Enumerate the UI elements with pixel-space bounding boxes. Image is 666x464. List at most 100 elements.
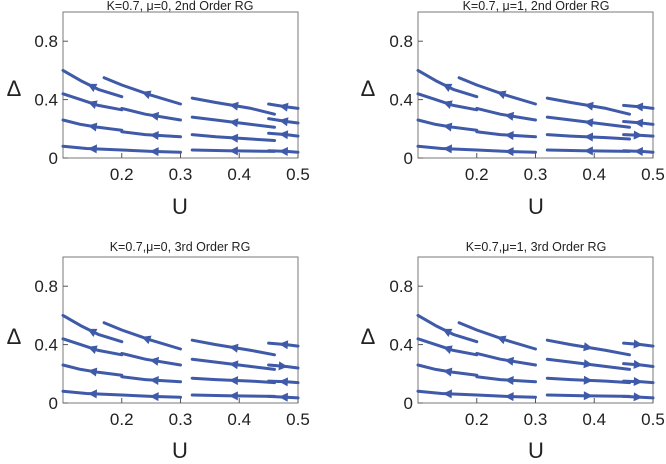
panel-3-flow-arrow [87, 328, 98, 337]
panel-3-flow-arrow [228, 343, 239, 353]
panel-4-flow-line [475, 351, 537, 367]
panel-1-ytick-label: 0.4 [34, 91, 58, 110]
panel-4-xtick-label: 0.3 [524, 410, 548, 429]
panel-1-flow-arrow [228, 133, 239, 143]
panel-3-xtick-label: 0.4 [227, 410, 251, 429]
panel-4-flow-arrow [583, 375, 593, 385]
panel-3-flow-arrow [149, 356, 160, 366]
panel-1: K=0.7, μ=0, 2nd Order RG Δ U 0.2 0.3 0.4 0.… [7, 0, 310, 219]
panel-3-xtick-label: 0.2 [110, 410, 134, 429]
panel-4-ytick-label: 0.8 [389, 277, 413, 296]
panel-2-flow-arrow [504, 147, 514, 157]
panel-4-flow-line [457, 321, 537, 351]
panel-4-flow-line [545, 393, 631, 398]
panel-2-ylabel: Δ [361, 76, 376, 101]
panel-3: K=0.7,μ=0, 3rd Order RG Δ U 0.2 0.3 0.4 0.5… [7, 240, 310, 463]
panel-4-flow-arrow [504, 356, 515, 366]
panel-4-flow-arrow [442, 389, 452, 399]
panel-2-ytick-label: 0.8 [389, 32, 413, 51]
panel-1-flow-arrow [149, 131, 159, 140]
panel-1-flow-arrow [87, 100, 98, 109]
panel-2-xtick-label: 0.4 [582, 165, 606, 184]
panel-1-flow-arrow [149, 147, 159, 157]
panel-3-flow-line [120, 351, 182, 367]
panel-3-title: K=0.7,μ=0, 3rd Order RG [110, 240, 251, 254]
panel-4-flow-arrow [496, 335, 507, 345]
panel-3-flow-arrow [149, 392, 159, 402]
panel-3-flow-arrow [228, 376, 239, 386]
panel-3-xtick-label: 0.3 [169, 410, 193, 429]
panel-1-flow-arrow [87, 144, 97, 154]
panel-4-flow-arrow [633, 377, 643, 386]
panel-2-flow-arrow [583, 118, 594, 128]
panel-4-ylabel: Δ [361, 324, 376, 349]
panel-4-xtick-label: 0.2 [465, 410, 489, 429]
panel-2-flow-arrow [583, 132, 594, 142]
panel-2-flow-arrow [633, 118, 644, 128]
panel-2-flow-line [457, 76, 537, 106]
panel-2-flow-arrow [633, 102, 644, 112]
panel-1-flow-arrow [228, 118, 239, 128]
panel-2-flow-arrow [496, 90, 507, 100]
panel-3-flow-arrow [87, 345, 98, 354]
panel-2-flow-arrow [633, 130, 643, 140]
panel-1-flow-line [190, 148, 276, 153]
panel-2-xtick-label: 0.5 [641, 165, 665, 184]
panel-2-flow-arrow [583, 146, 593, 156]
panel-1-flow-arrow [229, 101, 239, 111]
panel-4-xlabel: U [528, 438, 544, 463]
panel-2-flow-arrow [442, 122, 453, 132]
panel-3-ytick-label: 0.4 [34, 336, 58, 355]
panel-1-xtick-label: 0.5 [286, 165, 310, 184]
panel-3-flow-arrow [278, 377, 288, 387]
panel-4-ytick-label: 0 [404, 394, 413, 413]
panel-1-xtick-label: 0.3 [169, 165, 193, 184]
panel-3-flow-arrow [278, 392, 288, 402]
panel-1-flow-line [102, 76, 182, 106]
panel-4-flow-arrow [442, 367, 453, 377]
panel-4-xtick-label: 0.4 [582, 410, 606, 429]
panel-1-flow-arrow [278, 117, 289, 127]
panel-2-flow-arrow [504, 131, 514, 140]
panel-1-flow-line [120, 106, 182, 122]
panel-4: K=0.7,μ=1, 3rd Order RG Δ U 0.2 0.3 0.4 0.5… [361, 240, 665, 463]
panel-2-xtick-label: 0.2 [465, 165, 489, 184]
panel-4-flow-arrow [583, 342, 593, 352]
panel-2-flow-arrow [442, 144, 452, 154]
panel-4-flow-arrow [583, 359, 593, 369]
panel-2-flow-line [416, 68, 479, 99]
panel-2-xlabel: U [528, 194, 544, 219]
panel-1-flow-arrow [87, 83, 98, 92]
panel-3-flow-line [102, 321, 182, 351]
panel-1-flow-line [120, 130, 182, 139]
panel-4-xtick-label: 0.5 [641, 410, 665, 429]
panel-2-flow-line [475, 106, 537, 122]
panel-2: K=0.7, μ=1, 2nd Order RG Δ U 0.2 0.3 0.4 0.… [361, 0, 665, 219]
panel-1-flow-arrow [278, 130, 289, 140]
panel-3-flow-line [61, 313, 124, 344]
panel-2-flow-line [545, 148, 631, 153]
panel-4-flow-arrow [504, 376, 514, 385]
panel-3-xlabel: U [172, 438, 188, 463]
panel-1-xlabel: U [172, 194, 188, 219]
panel-1-flow-arrow [87, 122, 98, 132]
panel-1-flow-arrow [141, 90, 152, 100]
panel-2-flow-arrow [633, 147, 643, 156]
panel-4-ytick-label: 0.4 [389, 336, 413, 355]
panel-2-flow-arrow [442, 100, 453, 109]
panel-2-flow-arrow [584, 101, 594, 111]
panel-3-flow-arrow [228, 360, 239, 370]
panel-2-flow-arrow [442, 83, 453, 92]
panel-1-xtick-label: 0.4 [227, 165, 251, 184]
panel-1-flow-arrow [278, 102, 289, 112]
panel-1-ytick-label: 0 [49, 149, 58, 168]
panel-4-flow-arrow [442, 328, 453, 337]
panel-1-xtick-label: 0.2 [110, 165, 134, 184]
panel-4-flow-arrow [583, 391, 593, 401]
panel-3-flow-arrow [278, 361, 288, 371]
panel-2-flow-line [475, 130, 537, 139]
panel-3-flow-line [190, 393, 276, 398]
panel-4-flow-arrow [633, 392, 643, 402]
panel-1-flow-arrow [278, 147, 288, 156]
